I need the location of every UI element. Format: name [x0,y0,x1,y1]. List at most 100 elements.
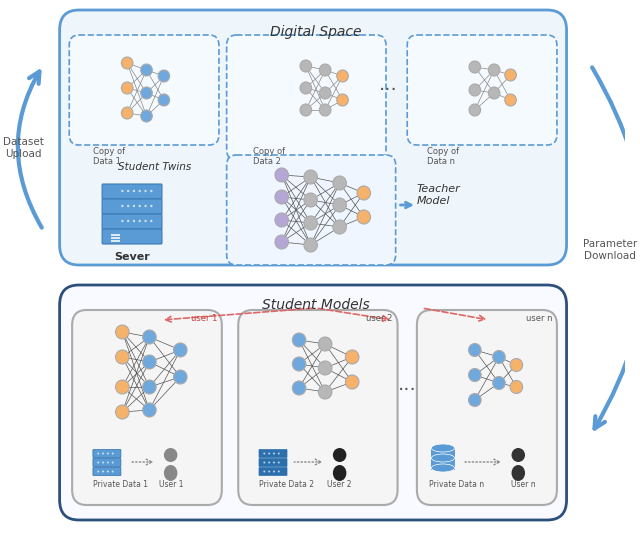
Ellipse shape [164,465,177,481]
Circle shape [273,461,275,464]
Circle shape [511,448,525,462]
Text: Digital Space: Digital Space [269,25,361,39]
Circle shape [263,461,266,464]
Ellipse shape [431,454,454,462]
Circle shape [141,110,152,122]
Circle shape [346,375,359,389]
Circle shape [97,461,99,464]
Circle shape [275,190,289,204]
Circle shape [357,186,371,200]
Circle shape [275,213,289,227]
Circle shape [468,368,481,381]
Circle shape [346,350,359,364]
Circle shape [292,381,306,395]
Text: Dataset
Upload: Dataset Upload [3,137,44,159]
Circle shape [333,220,346,234]
FancyBboxPatch shape [69,35,219,145]
Bar [431,448,454,470]
Circle shape [268,452,270,454]
Circle shape [158,94,170,106]
FancyBboxPatch shape [60,10,566,265]
Text: user 2: user 2 [366,314,393,323]
Circle shape [468,343,481,357]
Circle shape [319,87,331,99]
FancyBboxPatch shape [227,35,386,160]
Circle shape [300,60,312,72]
FancyBboxPatch shape [417,310,557,505]
Circle shape [505,69,516,81]
FancyBboxPatch shape [102,214,162,229]
Circle shape [278,461,280,464]
FancyBboxPatch shape [259,450,287,458]
Text: User 2: User 2 [327,480,351,489]
Circle shape [263,452,266,454]
Text: ...: ... [398,375,417,395]
Circle shape [510,381,523,394]
Text: Copy of
Data 2: Copy of Data 2 [253,147,285,167]
Circle shape [319,64,331,76]
Bar [111,234,120,236]
FancyBboxPatch shape [238,310,397,505]
Circle shape [333,176,346,190]
Circle shape [141,87,152,99]
Text: Copy of
Data 1: Copy of Data 1 [93,147,125,167]
Ellipse shape [333,465,346,481]
Circle shape [318,361,332,375]
Circle shape [275,235,289,249]
Circle shape [112,452,114,454]
Text: Private Data 2: Private Data 2 [259,480,314,489]
FancyBboxPatch shape [93,450,121,458]
Text: user 1: user 1 [191,314,217,323]
FancyBboxPatch shape [259,459,287,467]
Circle shape [122,82,133,94]
FancyBboxPatch shape [72,310,222,505]
Circle shape [304,216,317,230]
Circle shape [268,461,270,464]
Circle shape [102,470,104,473]
Circle shape [333,198,346,212]
Circle shape [337,94,348,106]
Circle shape [333,448,346,462]
Ellipse shape [431,464,454,472]
Circle shape [278,470,280,473]
FancyBboxPatch shape [60,285,566,520]
Circle shape [141,64,152,76]
Circle shape [102,461,104,464]
Circle shape [107,452,109,454]
Circle shape [102,452,104,454]
Circle shape [273,470,275,473]
Text: User n: User n [511,480,535,489]
Circle shape [116,350,129,364]
Circle shape [143,403,156,417]
Circle shape [150,190,152,192]
Circle shape [469,104,481,116]
Circle shape [318,385,332,399]
Circle shape [510,358,523,372]
Text: Sever: Sever [114,252,150,262]
Circle shape [122,107,133,119]
FancyBboxPatch shape [102,184,162,199]
FancyArrowPatch shape [592,67,640,429]
Text: Private Data 1: Private Data 1 [93,480,148,489]
Text: Parameter
Download: Parameter Download [583,239,637,261]
Circle shape [145,190,147,192]
Circle shape [112,470,114,473]
Circle shape [139,220,141,222]
Circle shape [493,376,505,389]
Circle shape [488,87,500,99]
Ellipse shape [511,465,525,481]
Circle shape [127,220,129,222]
FancyBboxPatch shape [407,35,557,145]
Circle shape [173,370,187,384]
Ellipse shape [308,157,342,179]
Circle shape [300,82,312,94]
Bar [111,237,120,239]
Circle shape [97,452,99,454]
Circle shape [112,461,114,464]
Circle shape [469,61,481,73]
Circle shape [139,205,141,207]
Circle shape [292,333,306,347]
Ellipse shape [340,166,369,184]
Circle shape [275,168,289,182]
FancyBboxPatch shape [102,199,162,214]
